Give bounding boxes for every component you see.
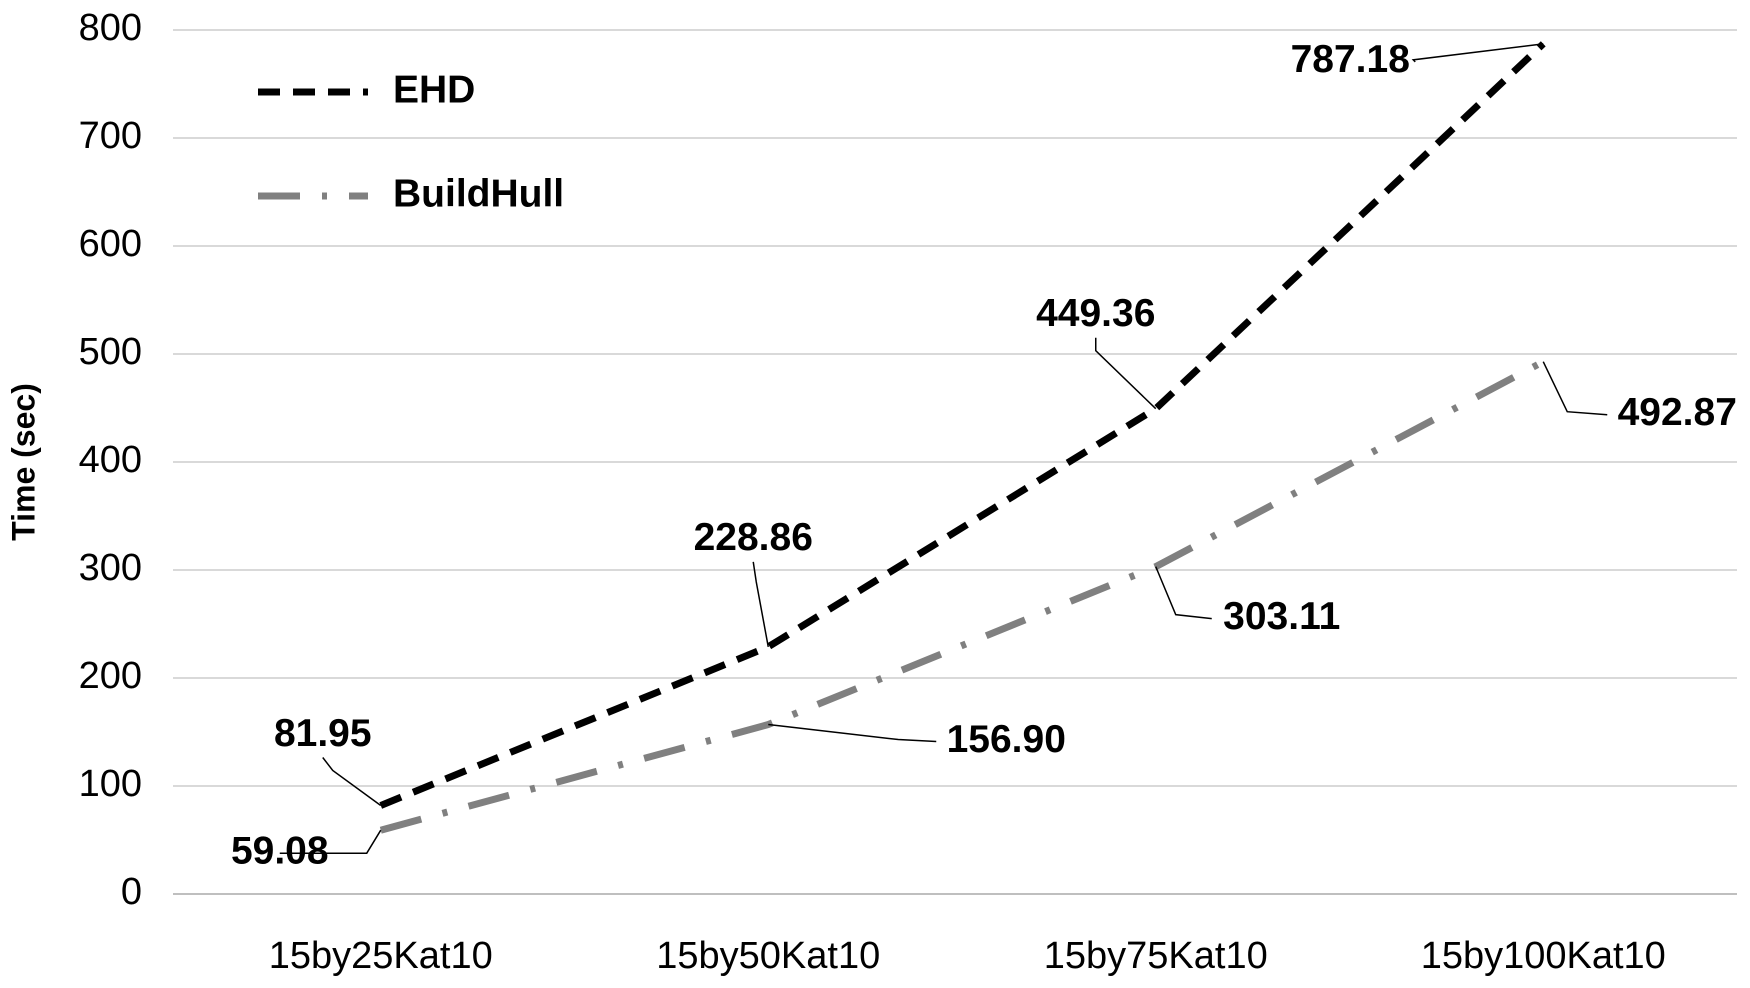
value-label: 59.08 — [231, 829, 329, 872]
y-tick-label: 600 — [79, 223, 142, 265]
leader-line — [322, 757, 382, 807]
series-line — [379, 41, 1546, 809]
y-tick-label: 200 — [79, 655, 142, 697]
x-tick-label: 15by100Kat10 — [1421, 935, 1666, 977]
y-tick-label: 700 — [79, 115, 142, 157]
series-line — [379, 358, 1545, 834]
legend-label: EHD — [393, 68, 475, 111]
y-axis-title: Time (sec) — [5, 383, 41, 541]
y-tick-label: 300 — [79, 547, 142, 589]
leader-line — [279, 829, 382, 854]
legend-label: BuildHull — [393, 172, 564, 215]
leader-line — [1542, 361, 1608, 416]
y-tick-label: 400 — [79, 439, 142, 481]
value-label: 787.18 — [1291, 38, 1410, 81]
value-label: 449.36 — [1036, 292, 1155, 335]
x-tick-label: 15by50Kat10 — [656, 935, 880, 977]
x-tick-label: 15by25Kat10 — [269, 935, 493, 977]
leader-line — [1095, 337, 1157, 410]
value-label: 492.87 — [1618, 391, 1737, 434]
leader-line — [1411, 43, 1544, 63]
value-label: 303.11 — [1223, 595, 1340, 638]
y-tick-label: 100 — [79, 763, 142, 805]
leader-line — [752, 561, 769, 647]
x-tick-label: 15by75Kat10 — [1044, 935, 1268, 977]
y-tick-label: 0 — [121, 871, 142, 913]
leader-line — [768, 723, 937, 743]
value-label: 81.95 — [274, 712, 372, 755]
value-label: 156.90 — [947, 718, 1066, 761]
leader-line — [1155, 566, 1212, 620]
value-label: 228.86 — [694, 516, 813, 559]
y-tick-label: 500 — [79, 331, 142, 373]
y-tick-label: 800 — [79, 7, 142, 49]
